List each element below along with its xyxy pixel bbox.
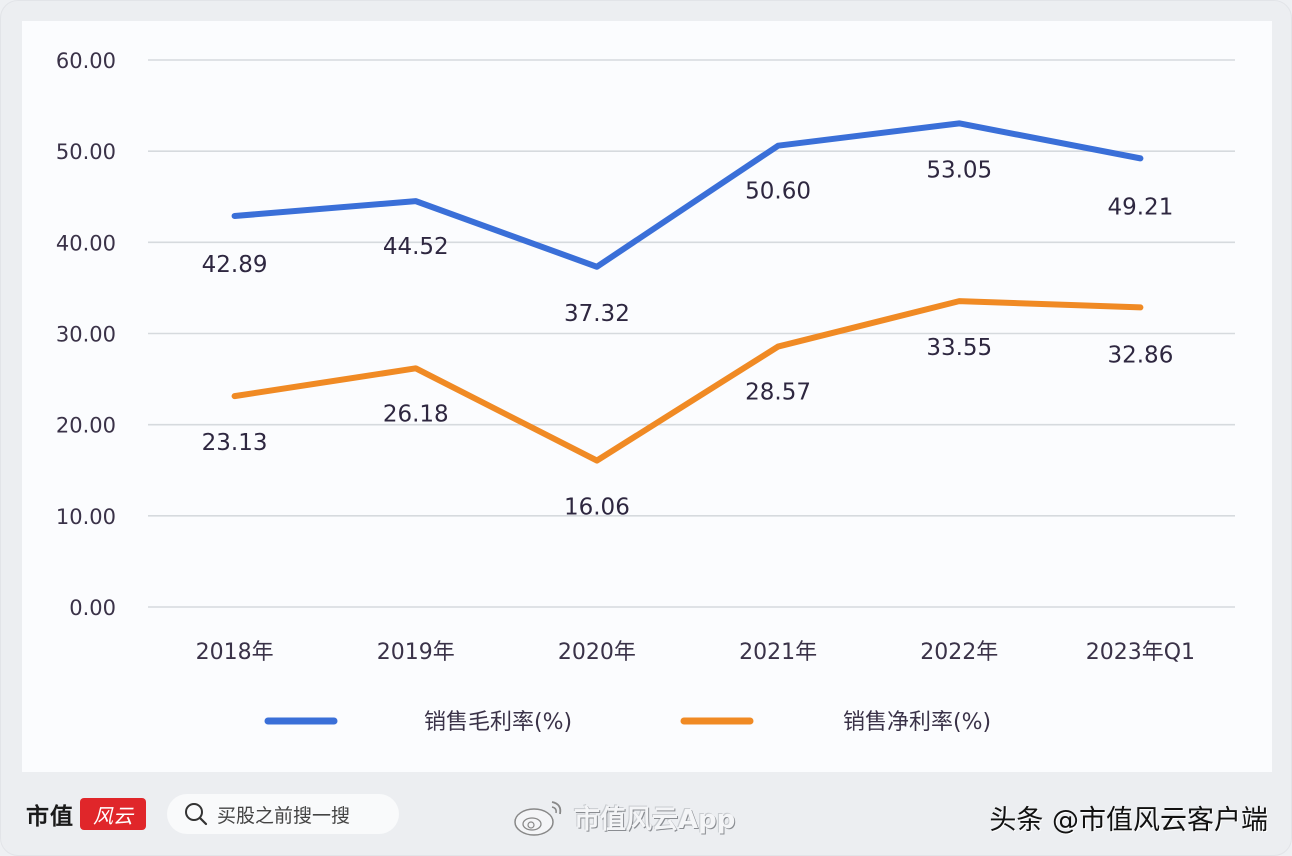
y-tick-label: 20.00 (56, 414, 116, 438)
y-tick-label: 10.00 (56, 505, 116, 529)
y-tick-label: 30.00 (56, 323, 116, 347)
data-label: 42.89 (202, 252, 268, 278)
toutiao-watermark: 头条 @市值风云客户端 (989, 805, 1268, 836)
y-tick-label: 50.00 (56, 140, 116, 164)
search-icon (185, 803, 208, 826)
legend-label: 销售毛利率(%) (424, 710, 572, 735)
series-lines (231, 120, 1144, 464)
y-tick-label: 0.00 (69, 596, 116, 620)
series-line (231, 120, 1144, 270)
data-label: 50.60 (745, 179, 811, 205)
legend: 销售毛利率(%) 销售净利率(%) (264, 710, 991, 735)
data-label: 44.52 (383, 234, 449, 260)
data-label: 28.57 (745, 380, 811, 406)
search-placeholder: 买股之前搜一搜 (217, 804, 351, 827)
x-axis: 2018年 2019年 2020年 2021年 2022年 2023年Q1 (196, 640, 1195, 665)
data-label: 37.32 (564, 301, 630, 327)
weibo-icon (514, 801, 562, 836)
legend-label: 销售净利率(%) (843, 710, 991, 735)
x-tick-label: 2021年 (739, 640, 817, 665)
logo-badge: 风云 (80, 798, 146, 830)
data-label: 32.86 (1107, 342, 1173, 368)
x-tick-label: 2018年 (196, 640, 274, 665)
gridlines (148, 59, 1235, 608)
weibo-watermark: 市值风云App (512, 796, 735, 838)
y-tick-label: 40.00 (56, 231, 116, 255)
data-label: 16.06 (564, 495, 630, 521)
data-label: 23.13 (202, 430, 268, 456)
data-label: 53.05 (926, 157, 992, 183)
search-box[interactable]: 买股之前搜一搜 (167, 794, 399, 834)
data-labels: 42.89 44.52 37.32 50.60 53.05 49.21 23.13 26.18… (202, 157, 1174, 520)
data-label: 26.18 (383, 401, 449, 427)
logo-text: 市值 (26, 804, 74, 830)
y-axis: 0.00 10.00 20.00 30.00 40.00 50.00 60.00 (56, 49, 116, 620)
weibo-text: 市值风云App (574, 804, 736, 835)
data-label: 49.21 (1107, 194, 1173, 220)
y-tick-label: 60.00 (56, 49, 116, 73)
x-tick-label: 2020年 (558, 640, 636, 665)
data-label: 33.55 (926, 335, 992, 361)
x-tick-label: 2023年Q1 (1086, 640, 1195, 665)
x-tick-label: 2019年 (377, 640, 455, 665)
brand-logo: 市值 风云 (26, 797, 146, 831)
line-chart: 0.00 10.00 20.00 30.00 40.00 50.00 60.00 2018年… (56, 49, 1235, 735)
x-tick-label: 2022年 (920, 640, 998, 665)
series-line (231, 298, 1144, 464)
